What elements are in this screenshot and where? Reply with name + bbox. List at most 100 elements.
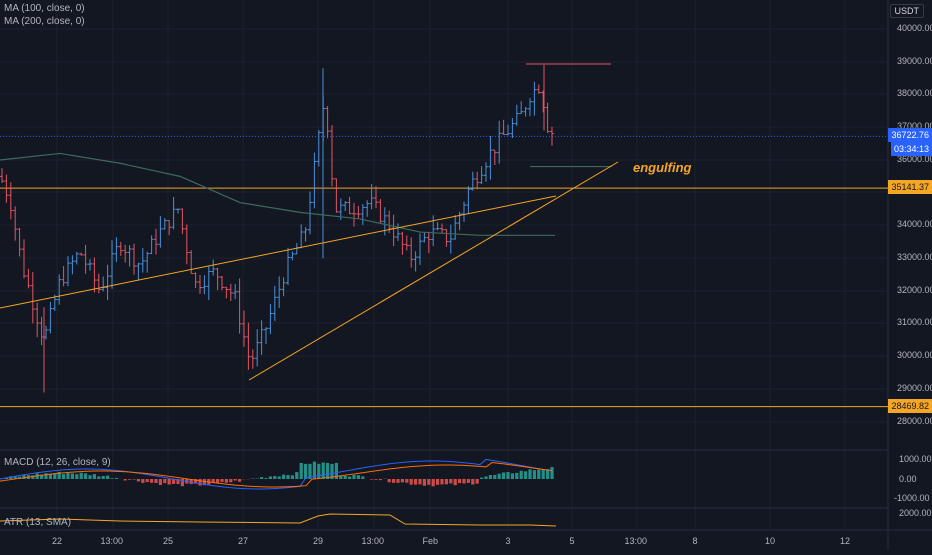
macd-histogram-bar (128, 479, 131, 480)
macd-histogram-bar (396, 479, 399, 483)
macd-histogram-bar (62, 474, 65, 479)
macd-histogram-bar (106, 476, 109, 479)
macd-histogram-bar (476, 479, 479, 484)
macd-histogram-bar (467, 479, 470, 483)
macd-histogram-bar (423, 479, 426, 486)
macd-histogram-bar (388, 479, 391, 482)
macd-histogram-bar (137, 479, 140, 481)
macd-histogram-bar (291, 475, 294, 479)
current-price-tag: 36722.76 (888, 128, 932, 142)
macd-histogram-bar (361, 476, 364, 479)
macd-histogram-bar (198, 479, 201, 486)
price-axis-label: 28000.00 (897, 416, 932, 426)
price-axis-label: 40000.00 (897, 23, 932, 33)
atr-legend[interactable]: ATR (13, SMA) (4, 517, 71, 528)
macd-histogram-bar (80, 473, 83, 479)
macd-histogram-bar (432, 479, 435, 486)
time-axis-label: Feb (423, 536, 439, 546)
macd-histogram-bar (295, 472, 298, 479)
ma100-legend[interactable]: MA (100, close, 0) (4, 3, 85, 14)
macd-histogram-bar (502, 472, 505, 479)
macd-histogram-bar (84, 473, 87, 479)
price-axis-label: 33000.00 (897, 252, 932, 262)
macd-histogram-bar (234, 479, 237, 480)
macd-axis-label: 1000.00 (899, 454, 932, 464)
macd-histogram-bar (357, 475, 360, 479)
price-axis-label: 31000.00 (897, 317, 932, 327)
time-axis-label: 25 (163, 536, 173, 546)
macd-histogram-bar (317, 464, 320, 479)
price-axis-label: 34000.00 (897, 219, 932, 229)
macd-histogram-bar (216, 479, 219, 483)
macd-histogram-bar (75, 474, 78, 479)
macd-histogram-bar (528, 469, 531, 479)
macd-histogram-bar (484, 476, 487, 479)
macd-histogram-bar (159, 479, 162, 485)
macd-histogram-bar (168, 479, 171, 485)
macd-histogram-bar (489, 475, 492, 479)
macd-histogram-bar (286, 475, 289, 479)
macd-histogram-bar (520, 471, 523, 479)
macd-histogram-bar (278, 476, 281, 479)
time-axis-label: 5 (570, 536, 575, 546)
macd-histogram-bar (163, 479, 166, 483)
macd-histogram-bar (102, 476, 105, 479)
macd-histogram-bar (115, 478, 118, 479)
macd-histogram-bar (445, 479, 448, 484)
macd-histogram-bar (493, 475, 496, 479)
macd-histogram-bar (414, 479, 417, 485)
price-axis-label: 39000.00 (897, 56, 932, 66)
price-axis-label: 30000.00 (897, 350, 932, 360)
macd-histogram-bar (511, 473, 514, 479)
macd-axis-label: -1000.00 (894, 493, 930, 503)
ma200-line (0, 153, 555, 235)
engulfing-annotation[interactable]: engulfing (633, 160, 692, 175)
macd-histogram-bar (524, 471, 527, 479)
ma200-legend[interactable]: MA (200, close, 0) (4, 16, 85, 27)
macd-histogram-bar (326, 463, 329, 479)
macd-histogram-bar (344, 476, 347, 479)
macd-histogram-bar (220, 479, 223, 482)
macd-histogram-bar (471, 479, 474, 485)
macd-histogram-bar (141, 479, 144, 483)
macd-histogram-bar (436, 479, 439, 485)
macd-histogram-bar (146, 479, 149, 482)
macd-histogram-bar (229, 479, 232, 482)
time-axis-label: 27 (238, 536, 248, 546)
macd-histogram-bar (260, 477, 263, 479)
time-axis-label: 22 (52, 536, 62, 546)
trend-line (249, 162, 618, 380)
macd-histogram-bar (88, 475, 91, 479)
time-axis-label: 13:00 (362, 536, 385, 546)
macd-histogram-bar (71, 473, 74, 479)
currency-badge: USDT (890, 4, 925, 18)
macd-histogram-bar (238, 479, 241, 482)
macd-histogram-bar (300, 463, 303, 479)
time-axis-label: 13:00 (101, 536, 124, 546)
macd-histogram-bar (282, 475, 285, 479)
macd-legend[interactable]: MACD (12, 26, close, 9) (4, 457, 111, 468)
macd-histogram-bar (515, 473, 518, 479)
macd-histogram-bar (440, 479, 443, 484)
macd-histogram-bar (264, 478, 267, 479)
macd-histogram-bar (374, 479, 377, 480)
macd-histogram-bar (405, 479, 408, 483)
macd-histogram-bar (480, 478, 483, 479)
atr-line (0, 514, 556, 526)
macd-histogram-bar (132, 479, 135, 480)
macd-histogram-bar (418, 479, 421, 484)
macd-histogram-bar (410, 479, 413, 485)
macd-histogram-bar (537, 470, 540, 479)
macd-histogram-bar (401, 479, 404, 482)
macd-histogram-bar (322, 462, 325, 479)
macd-histogram-bar (392, 479, 395, 483)
macd-histogram-bar (506, 472, 509, 479)
macd-histogram-bar (269, 476, 272, 479)
macd-histogram-bar (150, 479, 153, 483)
macd-histogram-bar (110, 478, 113, 479)
time-axis-label: 29 (313, 536, 323, 546)
countdown-tag: 03:34:13 (891, 142, 932, 156)
macd-histogram-bar (22, 475, 25, 479)
